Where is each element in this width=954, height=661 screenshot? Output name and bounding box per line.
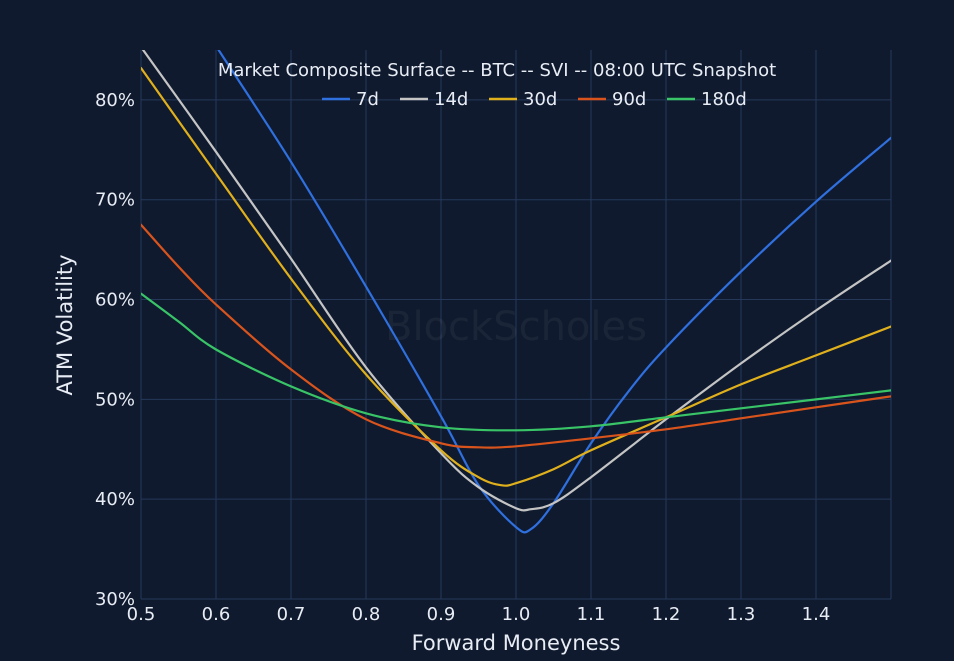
- x-tick-label: 1.2: [652, 604, 681, 625]
- y-axis-label: ATM Volatility: [53, 254, 77, 395]
- x-tick-label: 0.8: [352, 604, 381, 625]
- x-tick-label: 1.1: [577, 604, 606, 625]
- x-tick-label: 1.0: [502, 604, 531, 625]
- legend-item-7d[interactable]: 7d: [322, 89, 379, 110]
- series-line-14d: [141, 50, 891, 512]
- legend: 7d 14d 30d 90d 180d: [322, 89, 747, 110]
- y-tick-label: 50%: [95, 389, 135, 410]
- series-lines: [141, 50, 891, 534]
- legend-item-30d[interactable]: 30d: [489, 89, 557, 110]
- series-line-7d: [217, 50, 891, 534]
- x-tick-label: 1.4: [802, 604, 831, 625]
- legend-label: 14d: [434, 89, 468, 110]
- series-line-90d: [141, 223, 891, 449]
- x-axis-label: Forward Moneyness: [412, 631, 621, 655]
- legend-label: 90d: [612, 89, 646, 110]
- legend-label: 30d: [523, 89, 557, 110]
- series-line-180d: [141, 292, 891, 432]
- y-tick-label: 40%: [95, 489, 135, 510]
- legend-item-14d[interactable]: 14d: [400, 89, 468, 110]
- x-tick-label: 0.6: [202, 604, 231, 625]
- legend-label: 180d: [701, 89, 747, 110]
- series-line-30d: [141, 66, 891, 487]
- x-tick-label: 1.3: [727, 604, 756, 625]
- x-tick-label: 0.7: [277, 604, 306, 625]
- y-tick-label: 80%: [95, 90, 135, 111]
- x-axis-ticks: 0.5 0.6 0.7 0.8 0.9 1.0 1.1 1.2 1.3 1.4: [127, 604, 831, 625]
- x-tick-label: 0.9: [427, 604, 456, 625]
- y-tick-label: 30%: [95, 589, 135, 610]
- legend-label: 7d: [356, 89, 379, 110]
- x-tick-label: 0.5: [127, 604, 156, 625]
- y-tick-label: 70%: [95, 190, 135, 211]
- grid-lines: [140, 50, 892, 600]
- chart-title: Market Composite Surface -- BTC -- SVI -…: [218, 60, 776, 81]
- y-tick-label: 60%: [95, 290, 135, 311]
- y-axis-ticks: 30% 40% 50% 60% 70% 80%: [95, 90, 135, 610]
- legend-item-90d[interactable]: 90d: [578, 89, 646, 110]
- legend-item-180d[interactable]: 180d: [667, 89, 747, 110]
- watermark: BlockScholes: [385, 304, 647, 350]
